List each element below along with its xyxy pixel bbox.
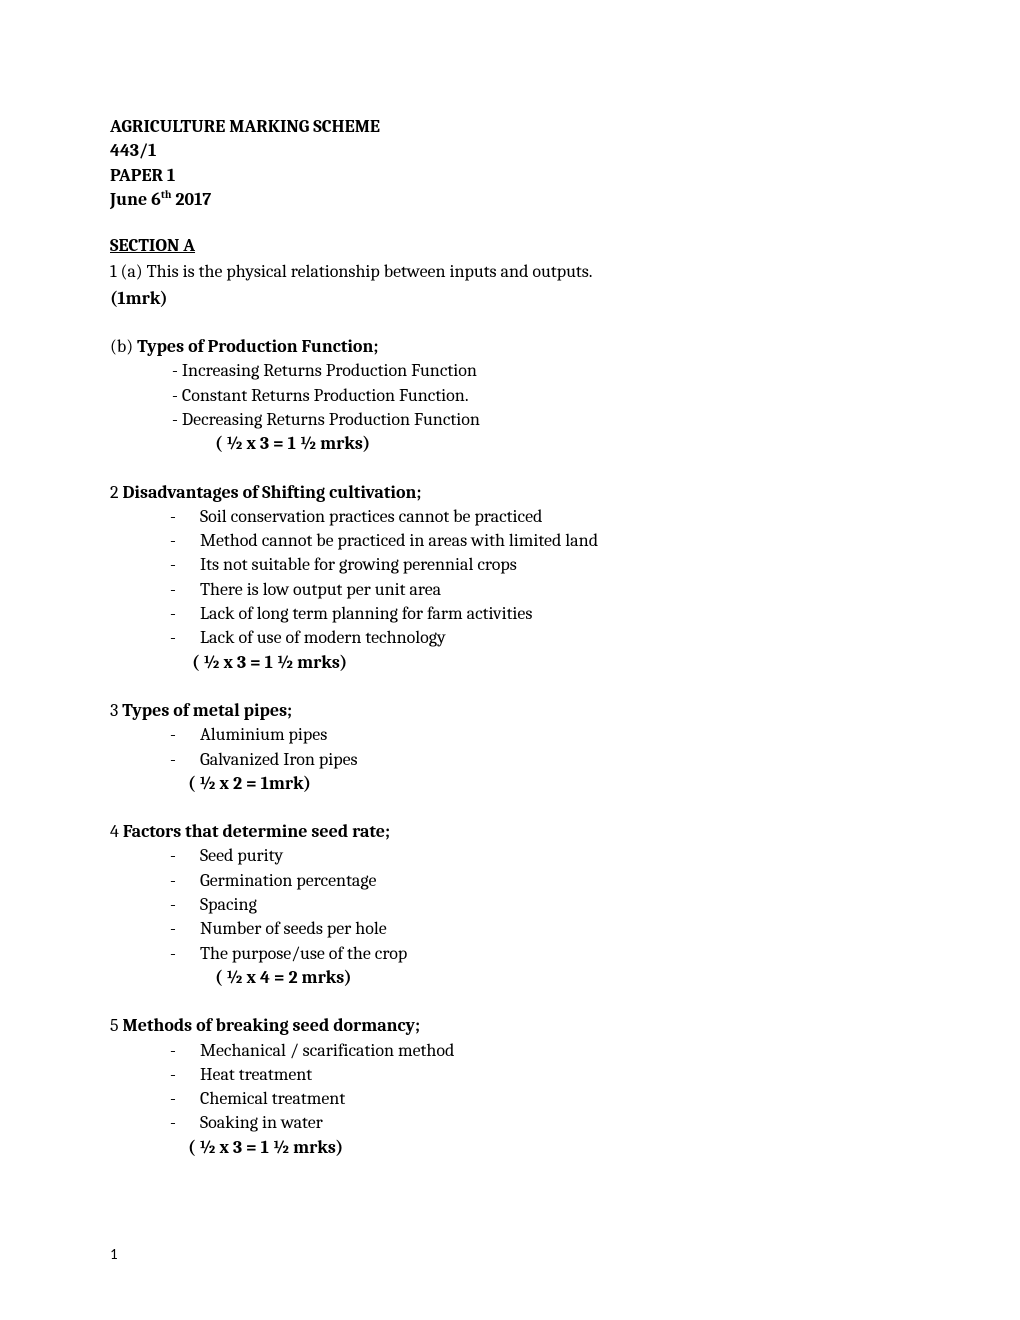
question-4: 4 Factors that determine seed rate; Seed… — [110, 820, 910, 990]
q3-list: Aluminium pipes Galvanized Iron pipes — [110, 723, 910, 772]
q4-item: Seed purity — [170, 844, 910, 868]
page-number: 1 — [110, 1245, 118, 1265]
q4-heading-line: 4 Factors that determine seed rate; — [110, 820, 910, 844]
q5-item: Mechanical / scarification method — [170, 1039, 910, 1063]
q1b-item: - Increasing Returns Production Function — [110, 359, 910, 383]
q5-marks: ( ½ x 3 = 1 ½ mrks) — [110, 1136, 910, 1160]
header-line-2: 443/1 — [110, 139, 910, 163]
q1b-item: - Decreasing Returns Production Function — [110, 408, 910, 432]
q2-item: Lack of long term planning for farm acti… — [170, 602, 910, 626]
question-1b: (b) Types of Production Function; - Incr… — [110, 335, 910, 456]
q1b-marks: ( ½ x 3 = 1 ½ mrks) — [110, 432, 910, 456]
q4-item: The purpose/use of the crop — [170, 942, 910, 966]
q1a-text: 1 (a) This is the physical relationship … — [110, 260, 910, 284]
question-5: 5 Methods of breaking seed dormancy; Mec… — [110, 1014, 910, 1160]
document-header: AGRICULTURE MARKING SCHEME 443/1 PAPER 1… — [110, 115, 910, 212]
q5-item: Heat treatment — [170, 1063, 910, 1087]
q5-item: Soaking in water — [170, 1111, 910, 1135]
q2-heading-line: 2 Disadvantages of Shifting cultivation; — [110, 481, 910, 505]
q2-item: Method cannot be practiced in areas with… — [170, 529, 910, 553]
section-a-title: SECTION A — [110, 234, 910, 258]
q4-marks: ( ½ x 4 = 2 mrks) — [110, 966, 910, 990]
q1a-marks: (1mrk) — [110, 287, 910, 311]
q3-heading-line: 3 Types of metal pipes; — [110, 699, 910, 723]
q1b-item: - Constant Returns Production Function. — [110, 384, 910, 408]
header-line-3: PAPER 1 — [110, 164, 910, 188]
q2-item: Its not suitable for growing perennial c… — [170, 553, 910, 577]
q4-item: Germination percentage — [170, 869, 910, 893]
q2-item: There is low output per unit area — [170, 578, 910, 602]
q4-item: Spacing — [170, 893, 910, 917]
question-1a: 1 (a) This is the physical relationship … — [110, 260, 910, 311]
q5-list: Mechanical / scarification method Heat t… — [110, 1039, 910, 1136]
q5-item: Chemical treatment — [170, 1087, 910, 1111]
q2-item: Lack of use of modern technology — [170, 626, 910, 650]
q4-item: Number of seeds per hole — [170, 917, 910, 941]
q2-marks: ( ½ x 3 = 1 ½ mrks) — [110, 651, 910, 675]
question-3: 3 Types of metal pipes; Aluminium pipes … — [110, 699, 910, 796]
q2-item: Soil conservation practices cannot be pr… — [170, 505, 910, 529]
q4-list: Seed purity Germination percentage Spaci… — [110, 844, 910, 965]
q3-item: Aluminium pipes — [170, 723, 910, 747]
q3-marks: ( ½ x 2 = 1mrk) — [110, 772, 910, 796]
header-line-4: June 6th 2017 — [110, 188, 910, 212]
q5-heading-line: 5 Methods of breaking seed dormancy; — [110, 1014, 910, 1038]
q3-item: Galvanized Iron pipes — [170, 748, 910, 772]
header-line-1: AGRICULTURE MARKING SCHEME — [110, 115, 910, 139]
q1b-heading-line: (b) Types of Production Function; — [110, 335, 910, 359]
q2-list: Soil conservation practices cannot be pr… — [110, 505, 910, 651]
question-2: 2 Disadvantages of Shifting cultivation;… — [110, 481, 910, 675]
